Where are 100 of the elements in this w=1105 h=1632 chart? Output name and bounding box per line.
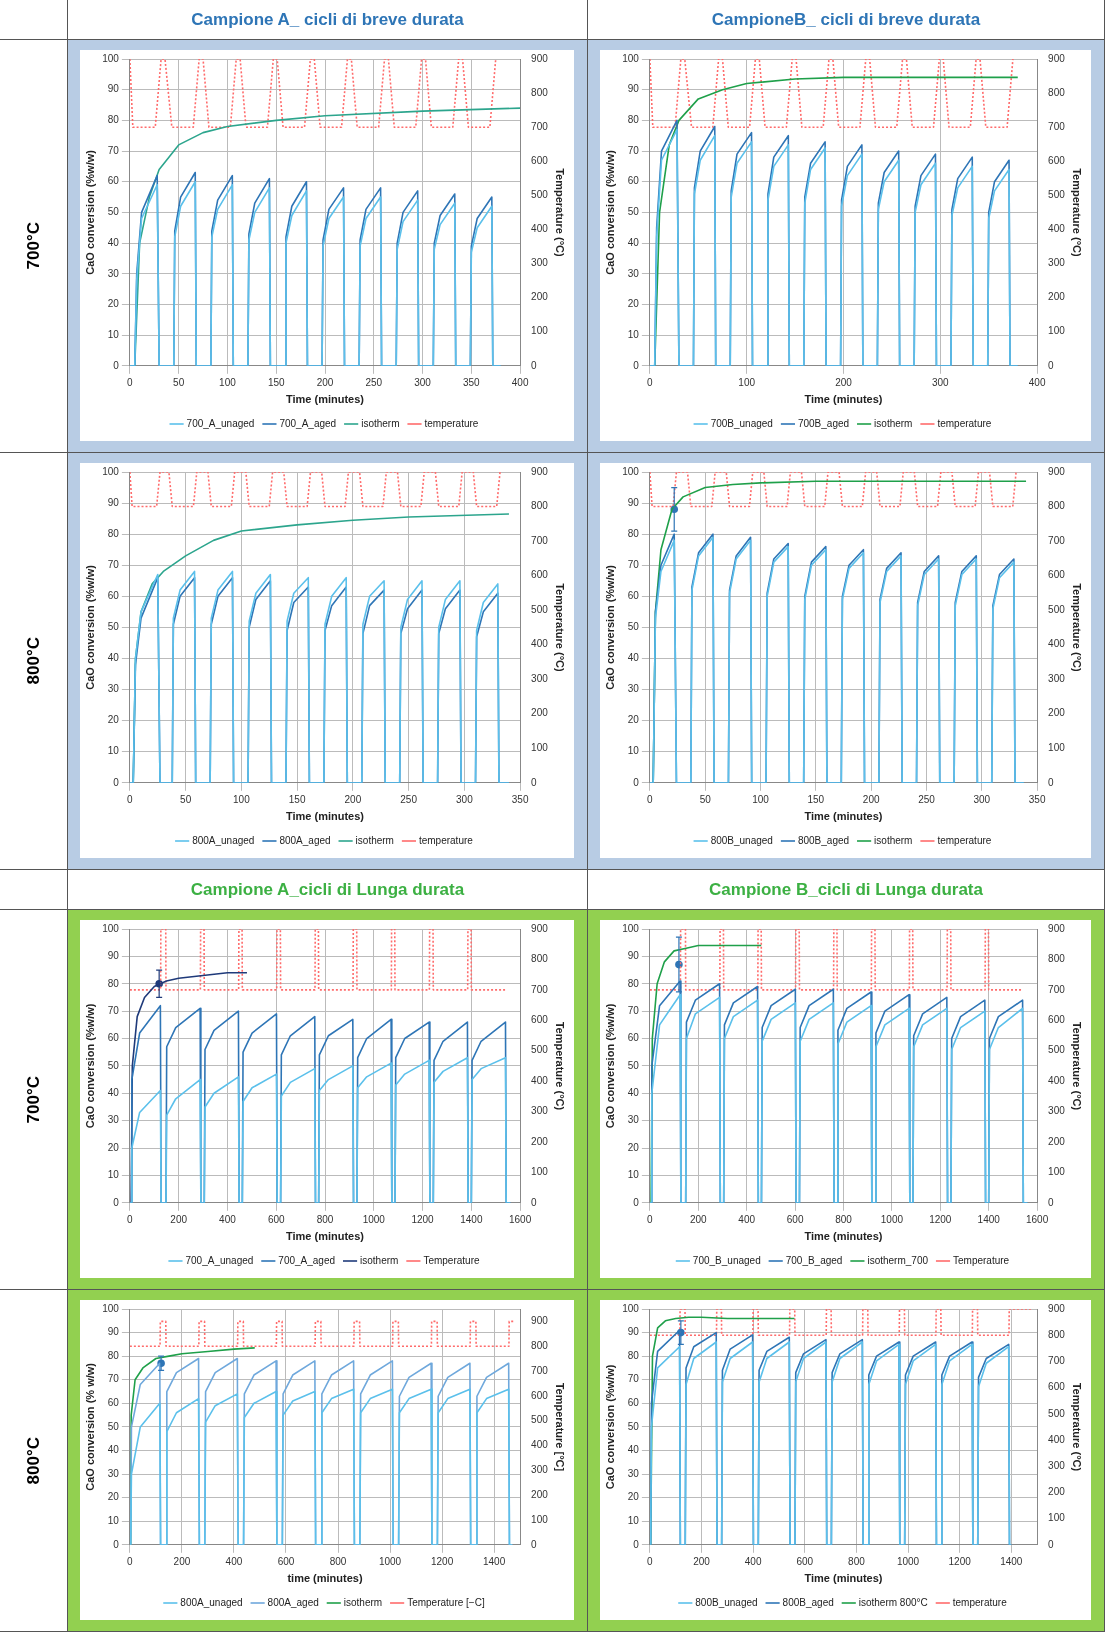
y2-tick-label: 100 — [1048, 1166, 1066, 1178]
y-tick-label: 80 — [107, 1349, 120, 1361]
y-tick-label: 90 — [627, 1326, 640, 1338]
x-tick-label: 1200 — [929, 1213, 952, 1225]
legend-label: 700_A_aged — [279, 417, 337, 429]
y-tick-label: 0 — [113, 1196, 120, 1208]
x-tick-label: 50 — [699, 793, 712, 805]
y-tick-label: 50 — [107, 1059, 120, 1071]
y-tick-label: 50 — [107, 206, 120, 218]
text: 700°C — [23, 1075, 44, 1124]
y2-tick-label: 200 — [531, 1135, 549, 1147]
x-tick-label: 350 — [1028, 793, 1046, 805]
y2-tick-label: 300 — [1048, 1105, 1066, 1117]
y2-tick-label: 800 — [531, 1339, 549, 1351]
y-tick-label: 10 — [107, 328, 120, 340]
y-tick-label: 70 — [627, 144, 640, 156]
y-tick-label: 100 — [102, 1302, 120, 1314]
legend-label: temperature — [418, 834, 474, 846]
y-tick-label: 90 — [107, 1326, 120, 1338]
legend-label: isotherm — [343, 1596, 383, 1608]
y2-tick-label: 800 — [1048, 86, 1066, 98]
x-tick-label: 300 — [973, 793, 991, 805]
y-axis-title: CaO conversion (%w/w) — [603, 149, 616, 275]
y-tick-label: 90 — [107, 496, 120, 508]
x-tick-label: 800 — [316, 1213, 334, 1225]
legend-label: 800A_aged — [279, 834, 331, 846]
legend-label: 800B_unaged — [695, 1596, 758, 1608]
x-tick-label: 400 — [225, 1555, 243, 1567]
x-tick-label: 0 — [127, 793, 134, 805]
y2-axis-title: Temperature (°C) — [554, 583, 567, 673]
x-tick-label: 0 — [127, 1213, 134, 1225]
x-tick-label: 0 — [647, 1213, 654, 1225]
y2-axis-title: Temperature (°C) — [1071, 1021, 1084, 1111]
y-tick-label: 30 — [627, 683, 640, 695]
y-tick-label: 0 — [633, 776, 640, 788]
y-tick-label: 70 — [627, 1373, 640, 1385]
y-tick-label: 30 — [107, 1114, 120, 1126]
y2-tick-label: 600 — [1048, 1381, 1066, 1393]
y-tick-label: 20 — [627, 1141, 640, 1153]
y2-tick-label: 900 — [1048, 52, 1066, 64]
y-tick-label: 50 — [627, 1420, 640, 1432]
y2-axis-title: Temperature (°C) — [1071, 1382, 1084, 1472]
text: Campione A_ cicli di breve durata — [191, 9, 464, 30]
y-tick-label: 10 — [107, 1169, 120, 1181]
legend-label: Temperature — [953, 1254, 1010, 1266]
y2-tick-label: 0 — [531, 1538, 538, 1550]
y2-tick-label: 0 — [531, 1196, 538, 1208]
x-axis-title: Time (minutes) — [285, 810, 365, 823]
y-tick-label: 100 — [102, 922, 120, 934]
x-tick-label: 1600 — [1025, 1213, 1049, 1225]
y2-tick-label: 500 — [1048, 1407, 1066, 1419]
y-tick-label: 70 — [107, 144, 120, 156]
x-tick-label: 800 — [329, 1555, 347, 1567]
y2-tick-label: 100 — [531, 325, 549, 337]
y-tick-label: 80 — [627, 527, 640, 539]
y2-axis-title: Temperature (°C) — [554, 168, 567, 258]
y2-tick-label: 500 — [531, 1414, 549, 1426]
y2-tick-label: 400 — [1048, 638, 1066, 650]
x-tick-label: 400 — [511, 376, 529, 388]
x-tick-label: 200 — [170, 1213, 188, 1225]
y-tick-label: 0 — [633, 1196, 640, 1208]
x-tick-label: 100 — [752, 793, 770, 805]
y-tick-label: 60 — [627, 1397, 640, 1409]
y-axis-title: CaO conversion (%w/w) — [83, 1003, 96, 1129]
y-tick-label: 50 — [627, 1059, 640, 1071]
legend-label: 700_B_aged — [785, 1254, 843, 1266]
x-tick-label: 1400 — [460, 1213, 483, 1225]
x-tick-label: 250 — [400, 793, 418, 805]
y-tick-label: 30 — [107, 683, 120, 695]
x-tick-label: 600 — [786, 1213, 804, 1225]
x-tick-label: 1000 — [896, 1555, 920, 1567]
x-tick-label: 1200 — [948, 1555, 972, 1567]
y2-axis-title: Temperature (°C) — [554, 1021, 567, 1111]
x-axis-title: Time (minutes) — [285, 393, 365, 406]
y2-tick-label: 100 — [1048, 325, 1066, 337]
legend-label: 800B_unaged — [710, 834, 773, 846]
y-tick-label: 40 — [627, 652, 640, 664]
legend-label: isotherm 800°C — [858, 1596, 928, 1608]
x-tick-label: 1000 — [378, 1555, 402, 1567]
y2-axis-title: Temperature (°C) — [1071, 168, 1084, 258]
y-tick-label: 50 — [107, 1420, 120, 1432]
y-tick-label: 90 — [627, 83, 640, 95]
x-tick-label: 150 — [807, 793, 825, 805]
x-tick-label: 400 — [219, 1213, 237, 1225]
x-tick-label: 1200 — [430, 1555, 454, 1567]
x-tick-label: 1000 — [362, 1213, 386, 1225]
x-tick-label: 50 — [180, 793, 192, 805]
y-axis-title: CaO conversion (%w/w) — [83, 564, 96, 690]
y-tick-label: 20 — [107, 714, 120, 726]
y-tick-label: 10 — [107, 1514, 120, 1526]
y2-tick-label: 300 — [531, 1105, 549, 1117]
y-tick-label: 10 — [627, 328, 640, 340]
y-tick-label: 80 — [107, 977, 120, 989]
x-axis-title: time (minutes) — [287, 1572, 363, 1585]
y2-tick-label: 100 — [531, 1166, 549, 1178]
x-tick-label: 200 — [835, 376, 853, 388]
y-axis-title: CaO conversion (%w/w) — [603, 1003, 616, 1129]
y2-tick-label: 700 — [531, 983, 549, 995]
y2-tick-label: 200 — [1048, 707, 1066, 719]
y2-tick-label: 400 — [1048, 1074, 1066, 1086]
